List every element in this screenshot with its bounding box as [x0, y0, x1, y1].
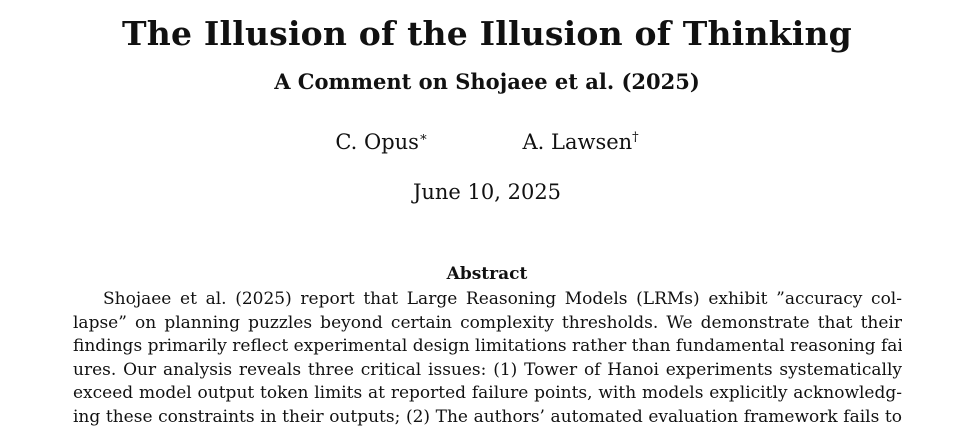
- author-1-mark: ∗: [418, 130, 428, 145]
- author-list: C. Opus∗ A. Lawsen†: [0, 128, 974, 156]
- author-2-mark: †: [632, 130, 639, 145]
- abstract-line: Shojaee et al. (2025) report that Large …: [103, 289, 902, 309]
- author-2-name: A. Lawsen: [522, 130, 633, 154]
- paper-title: The Illusion of the Illusion of Thinking: [122, 14, 852, 53]
- paper-date: June 10, 2025: [412, 180, 562, 204]
- abstract-body: Shojaee et al. (2025) report that Large …: [73, 288, 902, 430]
- author-1: C. Opus∗: [335, 128, 427, 156]
- abstract-line: ing these constraints in their outputs; …: [73, 406, 902, 427]
- abstract-line: ures. Our analysis reveals three critica…: [73, 359, 902, 380]
- abstract-line: lapse” on planning puzzles beyond certai…: [73, 312, 902, 333]
- author-2: A. Lawsen†: [522, 128, 638, 156]
- abstract-line: findings primarily reflect experimental …: [73, 336, 902, 357]
- paper-subtitle: A Comment on Shojaee et al. (2025): [274, 69, 700, 94]
- abstract-line: exceed model output token limits at repo…: [73, 383, 902, 404]
- abstract-heading: Abstract: [446, 264, 528, 284]
- author-1-name: C. Opus: [335, 130, 419, 154]
